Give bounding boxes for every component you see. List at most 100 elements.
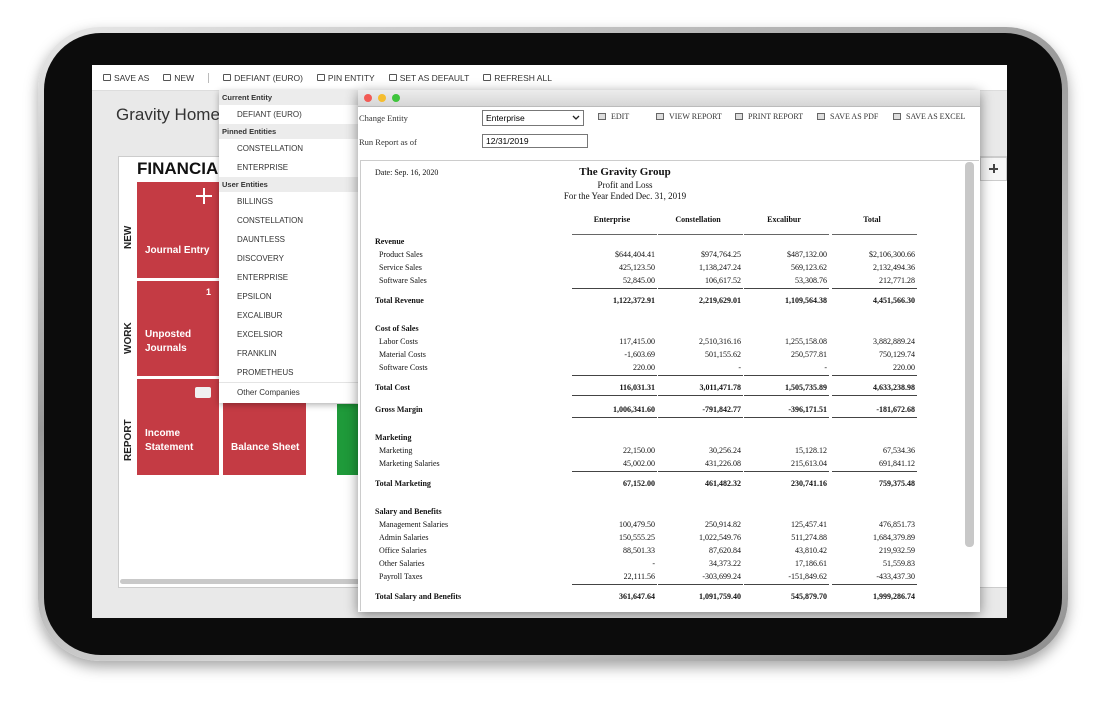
cell-value: 230,741.16 <box>791 479 827 488</box>
cell-value: 53,308.76 <box>795 276 827 285</box>
section-heading: Revenue <box>375 237 405 246</box>
menu-item[interactable]: CONSTELLATION <box>237 144 304 153</box>
action-button[interactable]: SAVE AS PDF <box>817 112 878 121</box>
cell-value: 2,132,494.36 <box>873 263 915 272</box>
column-rule <box>572 234 657 235</box>
action-button[interactable]: VIEW REPORT <box>656 112 722 121</box>
cell-value: 1,091,759.40 <box>699 592 741 601</box>
chat-icon <box>195 387 211 398</box>
side-button[interactable] <box>980 157 1007 181</box>
toolbar-label: DEFIANT (EURO) <box>234 72 303 83</box>
cell-value: 759,375.48 <box>879 479 915 488</box>
toolbar-button[interactable]: REFRESH ALL <box>483 73 552 83</box>
cell-value: 125,457.41 <box>791 520 827 529</box>
row-label: REPORT <box>123 419 134 461</box>
menu-footer[interactable]: Other Companies <box>219 382 358 403</box>
row-label: Software Costs <box>379 363 428 372</box>
cell-value: $487,132.00 <box>787 250 827 259</box>
cell-value: 212,771.28 <box>879 276 915 285</box>
cell-value: 51,559.83 <box>883 559 915 568</box>
menu-section-title: Current Entity <box>219 90 358 105</box>
report-name: Profit and Loss <box>597 180 653 190</box>
cell-value: 88,501.33 <box>623 546 655 555</box>
close-button[interactable] <box>364 94 372 102</box>
cell-value: 67,152.00 <box>623 479 655 488</box>
tile[interactable]: Income Statement <box>137 379 219 475</box>
cell-value: 1,505,735.89 <box>785 383 827 392</box>
total-rule <box>658 395 743 396</box>
toolbar-button[interactable]: SAVE AS <box>103 73 149 83</box>
row-label: Material Costs <box>379 350 426 359</box>
total-rule <box>658 288 743 289</box>
cell-value: 3,882,889.24 <box>873 337 915 346</box>
menu-item[interactable]: DISCOVERY <box>237 254 284 263</box>
tile[interactable]: 1 Unposted Journals <box>137 281 219 376</box>
toolbar-button[interactable]: PIN ENTITY <box>316 73 375 83</box>
cell-value: 220.00 <box>633 363 655 372</box>
cell-value: - <box>824 363 827 372</box>
total-rule <box>744 375 829 376</box>
section-heading: Cost of Sales <box>375 324 419 333</box>
menu-item[interactable]: ENTERPRISE <box>237 163 289 172</box>
cell-value: -181,672.68 <box>876 405 915 414</box>
cell-value: 1,255,158.08 <box>785 337 827 346</box>
menu-item[interactable]: FRANKLIN <box>237 349 277 358</box>
zoom-button[interactable] <box>392 94 400 102</box>
tile-label: Balance Sheet <box>231 442 300 453</box>
toolbar: SAVE AS NEW DEFIANT (EURO) PIN ENTITY SET AS… <box>92 65 1007 91</box>
toolbar-button[interactable]: NEW <box>163 73 194 83</box>
action-button[interactable]: PRINT REPORT <box>735 112 803 121</box>
action-button[interactable]: EDIT <box>598 112 629 121</box>
toolbar-icon <box>223 74 232 81</box>
total-rule <box>744 471 829 472</box>
menu-item[interactable]: CONSTELLATION <box>237 216 304 225</box>
cell-value: 1,999,286.74 <box>873 592 915 601</box>
title-bar <box>358 90 980 107</box>
cell-value: 425,123.50 <box>619 263 655 272</box>
cell-value: 1,006,341.60 <box>613 405 655 414</box>
row-label: Product Sales <box>379 250 423 259</box>
action-icon <box>735 113 743 120</box>
toolbar-button[interactable]: SET AS DEFAULT <box>388 73 469 83</box>
total-rule <box>658 471 743 472</box>
action-button[interactable]: SAVE AS EXCEL <box>893 112 965 121</box>
date-input[interactable]: 12/31/2019 <box>482 134 588 148</box>
menu-item[interactable]: EXCELSIOR <box>237 330 283 339</box>
total-rule <box>744 417 829 418</box>
total-rule <box>744 288 829 289</box>
menu-section-title: Pinned Entities <box>219 124 358 139</box>
screen: SAVE AS NEW DEFIANT (EURO) PIN ENTITY SET AS… <box>92 65 1007 618</box>
total-rule <box>572 395 657 396</box>
row-label: Total Salary and Benefits <box>375 592 462 601</box>
cell-value: 22,150.00 <box>623 446 655 455</box>
menu-item[interactable]: EXCALIBUR <box>237 311 283 320</box>
row-label: WORK <box>123 322 134 354</box>
toolbar-button[interactable]: DEFIANT (EURO) <box>223 73 303 83</box>
total-rule <box>832 471 917 472</box>
menu-item[interactable]: DEFIANT (EURO) <box>237 110 302 119</box>
menu-section-title: User Entities <box>219 177 358 192</box>
cell-value: 34,373.22 <box>709 559 741 568</box>
cell-value: 45,002.00 <box>623 459 655 468</box>
page-title: Gravity Home <box>116 105 220 124</box>
column-rule <box>744 234 829 235</box>
menu-item[interactable]: ENTERPRISE <box>237 273 289 282</box>
tile[interactable]: Journal Entry <box>137 182 219 278</box>
toolbar-icon <box>316 74 325 81</box>
menu-item[interactable]: DAUNTLESS <box>237 235 286 244</box>
report-window: Change Entity Enterprise Run Report as o… <box>358 90 980 612</box>
cell-value: 116,031.31 <box>619 383 655 392</box>
action-label: SAVE AS PDF <box>830 112 879 121</box>
minimize-button[interactable] <box>378 94 386 102</box>
menu-item[interactable]: PROMETHEUS <box>237 368 294 377</box>
column-header: Excalibur <box>767 215 801 224</box>
cell-value: 1,122,372.91 <box>613 296 655 305</box>
menu-item[interactable]: EPSILON <box>237 292 272 301</box>
cell-value: 3,011,471.78 <box>699 383 741 392</box>
menu-item[interactable]: BILLINGS <box>237 197 274 206</box>
report-paper <box>360 160 979 611</box>
entity-select[interactable]: Enterprise <box>482 110 584 126</box>
cell-value: 220.00 <box>893 363 915 372</box>
cell-value: -1,603.69 <box>624 350 655 359</box>
